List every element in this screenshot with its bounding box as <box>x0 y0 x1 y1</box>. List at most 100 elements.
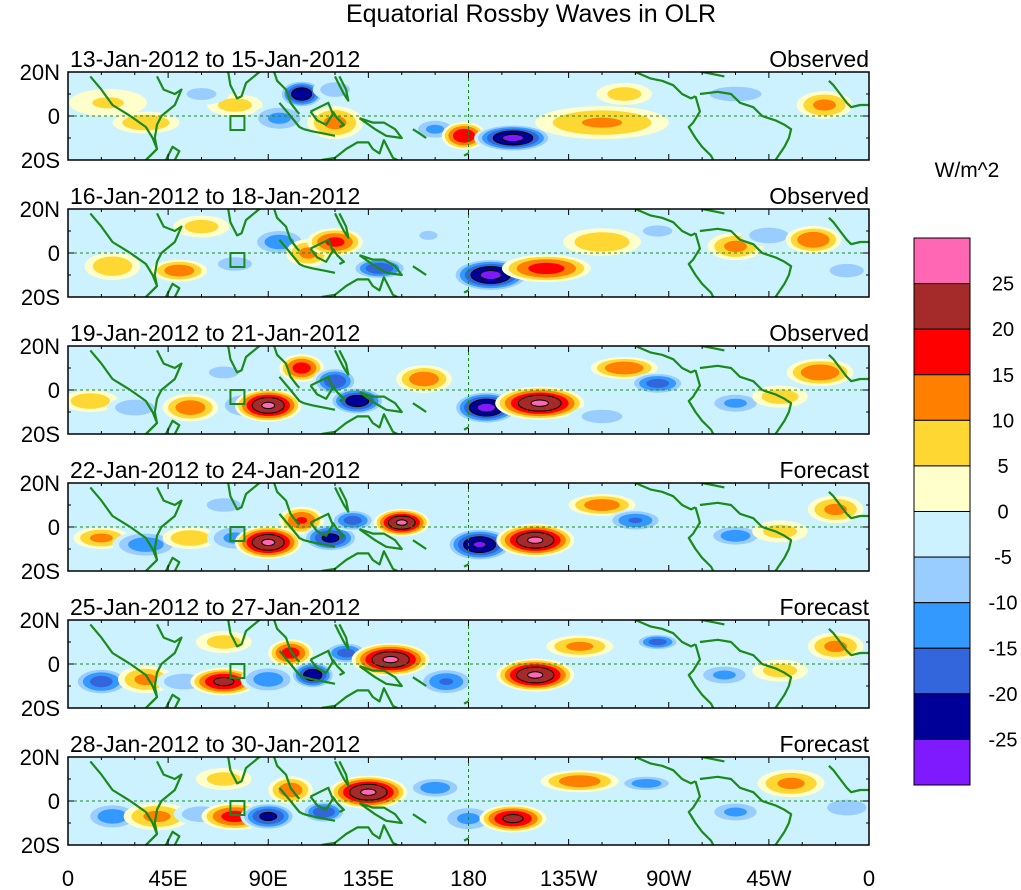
olr-anomaly-blob <box>173 215 230 238</box>
olr-anomaly-blob <box>251 104 308 132</box>
x-tick-label: 90W <box>646 866 691 890</box>
coastline-segment <box>463 700 469 705</box>
y-tick-label: 0 <box>48 789 60 814</box>
y-tick-label: 20N <box>20 745 60 770</box>
coastline-segment <box>698 346 725 352</box>
coastline-segment <box>687 369 715 434</box>
x-tick-label: 45W <box>746 866 791 890</box>
olr-anomaly-blob <box>84 252 141 280</box>
olr-anomaly-blob <box>234 525 302 559</box>
x-tick-label: 135W <box>540 866 598 890</box>
coastline-segment <box>334 623 350 650</box>
olr-anomaly-blob <box>290 661 336 689</box>
coastline-segment <box>334 349 350 376</box>
coastline-segment <box>309 786 334 811</box>
olr-anomaly-blob <box>451 258 530 292</box>
olr-anomaly-blob <box>68 390 119 412</box>
olr-anomaly-blob <box>173 83 230 105</box>
coastline-segment <box>331 658 345 676</box>
coastline-segment <box>321 550 398 571</box>
x-tick-label: 90E <box>249 866 288 890</box>
olr-anomaly-blob <box>479 804 547 833</box>
colorbar-swatch <box>913 556 971 604</box>
olr-anomaly-blob <box>312 78 358 101</box>
coastline-segment <box>699 638 793 708</box>
coastline-segment <box>194 757 301 800</box>
olr-anomaly-blob <box>307 106 363 140</box>
panel-date-range: 28-Jan-2012 to 30-Jan-2012 <box>70 731 360 757</box>
olr-anomaly-blob <box>563 228 641 256</box>
coastline-segment <box>145 760 183 845</box>
panel-date-range: 13-Jan-2012 to 15-Jan-2012 <box>70 46 360 72</box>
coastline-segment <box>334 760 350 787</box>
coastline-segment <box>687 643 715 708</box>
coastline-segment <box>331 247 345 265</box>
coastline-segment <box>164 419 181 434</box>
olr-anomaly-blob <box>151 259 208 282</box>
coastline-segment <box>278 102 305 131</box>
coastline-segment <box>699 775 793 845</box>
olr-anomaly-blob <box>568 494 636 516</box>
coastline-segment <box>634 757 696 785</box>
olr-anomaly-blob <box>535 106 669 140</box>
panel-type-label: Forecast <box>780 457 870 483</box>
panel-5: 20N 0 20S 25-Jan-2012 to 27-Jan-2012 Forecas… <box>20 594 870 721</box>
olr-anomaly-blob <box>329 775 408 809</box>
olr-anomaly-blob <box>635 222 680 240</box>
panel-date-range: 22-Jan-2012 to 24-Jan-2012 <box>70 457 360 483</box>
colorbar-label: 10 <box>992 410 1014 432</box>
olr-anomaly-blob <box>446 528 514 562</box>
y-tick-label: 20N <box>20 197 60 222</box>
olr-anomaly-blob <box>240 802 297 831</box>
olr-anomaly-blob <box>590 357 658 379</box>
coastline-segment <box>828 80 869 109</box>
coastline-segment <box>194 72 301 115</box>
olr-anomaly-blob <box>696 664 753 686</box>
olr-anomaly-blob <box>330 509 376 532</box>
y-tick-label: 0 <box>48 104 60 129</box>
coastline-segment <box>278 513 305 542</box>
coastline-segment <box>463 289 469 294</box>
coastline-segment <box>303 539 336 548</box>
olr-anomaly-blob <box>618 775 675 792</box>
olr-anomaly-blob <box>396 365 452 393</box>
colorbar: W/m^2 25 20 15 10 5 0 -5 -10 -15 -20 -25 <box>913 159 1017 786</box>
colorbar-label: 25 <box>992 274 1014 296</box>
coastline-segment <box>412 539 427 550</box>
coastline-segment <box>634 620 696 648</box>
olr-anomaly-blob <box>696 83 775 105</box>
coastline-segment <box>145 349 183 434</box>
coastline-segment <box>412 676 427 687</box>
coastline-segment <box>331 795 345 813</box>
colorbar-swatch <box>913 647 971 695</box>
coastline-segment <box>634 209 696 237</box>
coastline-segment <box>303 676 336 685</box>
coastline-segment <box>358 802 403 825</box>
colorbar-label: 0 <box>997 502 1008 524</box>
coastline-segment <box>278 376 305 405</box>
coastline-segment <box>334 75 350 102</box>
panel-6: 20N 0 20S 28-Jan-2012 to 30-Jan-2012 Forecas… <box>20 731 870 858</box>
panel-plot-area <box>68 757 869 845</box>
coastline-segment <box>309 375 334 400</box>
olr-anomaly-blob <box>112 111 180 134</box>
coastline-segment <box>828 628 869 657</box>
y-tick-label: 20S <box>21 559 60 584</box>
panel-1: 20N 0 20S 13-Jan-2012 to 15-Jan-2012 Observe… <box>20 46 870 173</box>
panel-plot-area <box>68 72 869 160</box>
coastline-segment <box>634 483 696 511</box>
olr-anomaly-blob <box>207 253 263 275</box>
x-tick-label: 135E <box>343 866 394 890</box>
coastline-segment <box>145 623 183 708</box>
colorbar-label: 5 <box>997 456 1008 478</box>
coastline-segment <box>412 265 427 276</box>
olr-anomaly-blob <box>84 802 141 831</box>
y-tick-label: 20S <box>21 422 60 447</box>
coastline-segment <box>699 90 793 160</box>
coastline-segment <box>309 101 334 126</box>
coastline-segment <box>687 95 715 160</box>
coastline-segment <box>194 483 301 526</box>
panel-4: 20N 0 20S 22-Jan-2012 to 24-Jan-2012 Forecas… <box>20 457 870 584</box>
colorbar-label: 20 <box>992 319 1014 341</box>
